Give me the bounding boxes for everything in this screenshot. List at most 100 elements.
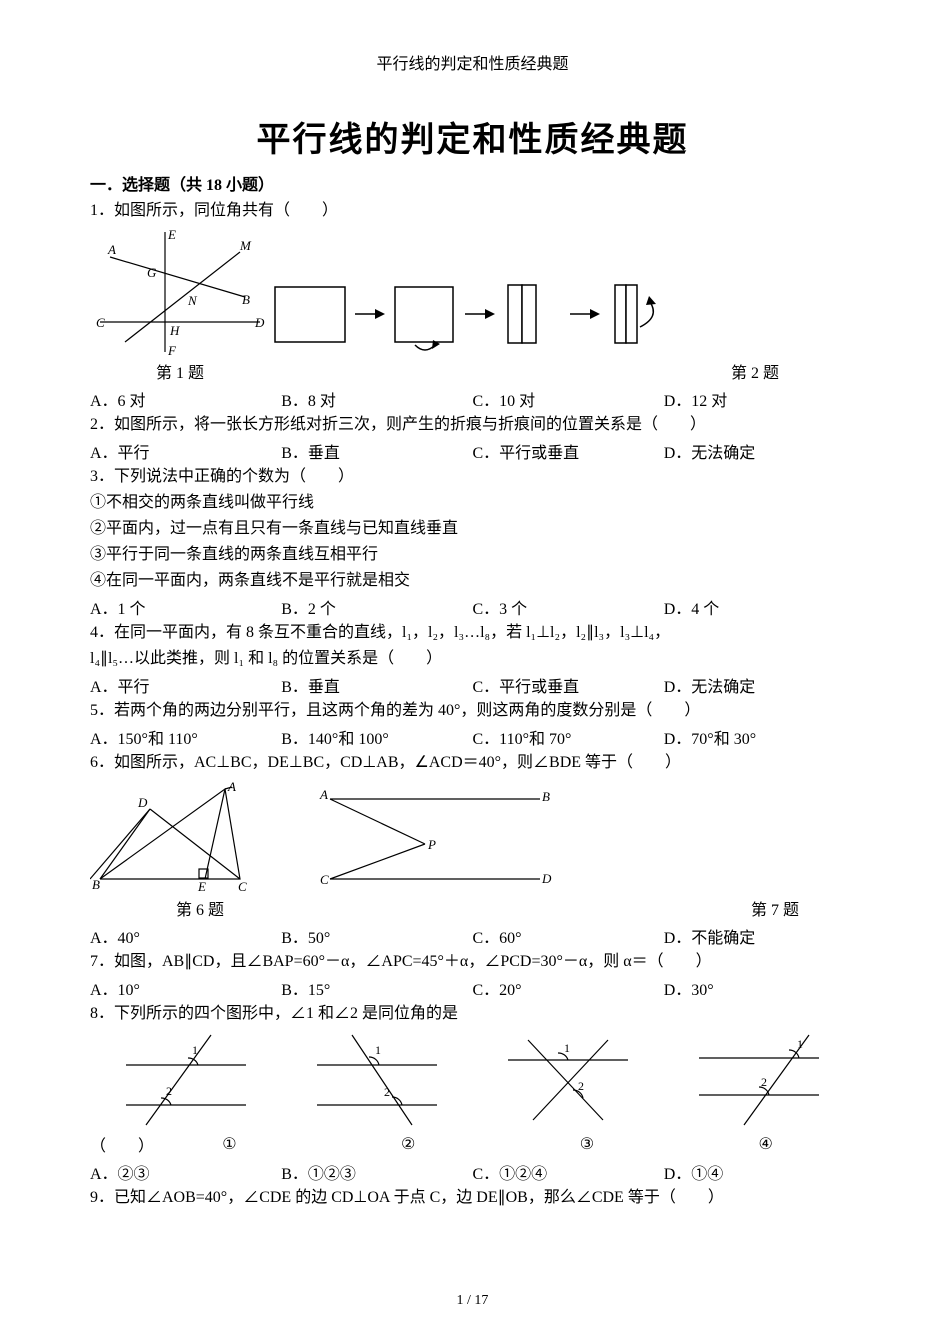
q7-B: B — [542, 789, 550, 804]
q4-B: B．垂直 — [281, 673, 472, 697]
q1-q2-captions: 第 1 题 第 2 题 — [90, 359, 855, 383]
q5-C: C．110°和 70° — [473, 725, 664, 749]
q2-D: D．无法确定 — [664, 439, 855, 463]
running-header: 平行线的判定和性质经典题 — [90, 50, 855, 74]
svg-text:2: 2 — [384, 1085, 390, 1099]
q4-A: A．平行 — [90, 673, 281, 697]
q3-B: B．2 个 — [281, 595, 472, 619]
q8-stem: 8．下列所示的四个图形中，∠1 和∠2 是同位角的是 — [90, 1002, 855, 1026]
q1-choices: A．6 对 B．8 对 C．10 对 D．12 对 — [90, 387, 855, 411]
q6-q7-figures: A D B E C A B P C D — [90, 779, 855, 894]
q5-stem: 5．若两个角的两边分别平行，且这两个角的差为 40°，则这两角的度数分别是（ ） — [90, 699, 855, 723]
main-title: 平行线的判定和性质经典题 — [90, 112, 855, 161]
q4-choices: A．平行 B．垂直 C．平行或垂直 D．无法确定 — [90, 673, 855, 697]
svg-text:2: 2 — [761, 1075, 767, 1089]
q3-s2: ②平面内，过一点有且只有一条直线与已知直线垂直 — [90, 517, 855, 541]
q8-paren: （ ） — [90, 1132, 140, 1156]
q4-D: D．无法确定 — [664, 673, 855, 697]
section-a-title: 一．选择题（共 18 小题） — [90, 171, 855, 195]
q5-choices: A．150°和 110° B．140°和 100° C．110°和 70° D．… — [90, 725, 855, 749]
q1-B: B．8 对 — [281, 387, 472, 411]
q7-D: D．30° — [664, 976, 855, 1000]
q5-B: B．140°和 100° — [281, 725, 472, 749]
q6-B: B — [92, 877, 100, 892]
svg-text:1: 1 — [192, 1043, 198, 1057]
q2-C: C．平行或垂直 — [473, 439, 664, 463]
q8-fig1: 1 2 — [116, 1030, 256, 1130]
q7-C: C — [320, 872, 329, 887]
svg-text:1: 1 — [797, 1037, 803, 1051]
svg-text:1: 1 — [564, 1041, 570, 1055]
q2-figure — [270, 277, 690, 357]
q7-A: A — [319, 787, 328, 802]
q1-stem: 1．如图所示，同位角共有（ ） — [90, 199, 855, 223]
label-M: M — [239, 238, 252, 253]
q6-caption: 第 6 题 — [90, 896, 310, 920]
q4-C: C．平行或垂直 — [473, 673, 664, 697]
label-E: E — [167, 227, 176, 242]
q8-n2: ② — [319, 1134, 498, 1154]
q8-choices: A．②③ B．①②③ C．①②④ D．①④ — [90, 1160, 855, 1184]
q3-stem: 3．下列说法中正确的个数为（ ） — [90, 465, 855, 489]
q5-D: D．70°和 30° — [664, 725, 855, 749]
q8-A: A．②③ — [90, 1160, 281, 1184]
label-N: N — [187, 293, 198, 308]
q6-B: B．50° — [281, 924, 472, 948]
label-F: F — [167, 343, 177, 357]
q7-C: C．20° — [473, 976, 664, 1000]
q1-caption: 第 1 题 — [90, 359, 270, 383]
q3-D: D．4 个 — [664, 595, 855, 619]
q8-fig3: 1 2 — [498, 1030, 638, 1130]
page-footer: 1 / 17 — [0, 1293, 945, 1309]
q6-C: C — [238, 879, 247, 894]
q1-A: A．6 对 — [90, 387, 281, 411]
q7-A: A．10° — [90, 976, 281, 1000]
label-A: A — [107, 242, 116, 257]
svg-text:2: 2 — [578, 1079, 584, 1093]
q6-C: C．60° — [473, 924, 664, 948]
q1-figure: E A M G B N C H D F — [90, 227, 270, 357]
q7-D: D — [541, 871, 552, 886]
q7-stem: 7．如图，AB∥CD，且∠BAP=60°－α，∠APC=45°＋α，∠PCD=3… — [90, 950, 855, 974]
page: 平行线的判定和性质经典题 平行线的判定和性质经典题 一．选择题（共 18 小题）… — [0, 0, 945, 1337]
q3-A: A．1 个 — [90, 595, 281, 619]
q6-E: E — [197, 879, 206, 894]
q6-A: A．40° — [90, 924, 281, 948]
q6-D: D．不能确定 — [664, 924, 855, 948]
q2-A: A．平行 — [90, 439, 281, 463]
q9-stem: 9．已知∠AOB=40°，∠CDE 的边 CD⊥OA 于点 C，边 DE∥OB，… — [90, 1186, 855, 1210]
label-B: B — [242, 292, 250, 307]
svg-text:1: 1 — [375, 1043, 381, 1057]
q7-B: B．15° — [281, 976, 472, 1000]
q6-D: D — [137, 795, 148, 810]
q2-B: B．垂直 — [281, 439, 472, 463]
q3-s1: ①不相交的两条直线叫做平行线 — [90, 491, 855, 515]
q8-numbers: （ ） ① ② ③ ④ — [90, 1132, 855, 1156]
q1-C: C．10 对 — [473, 387, 664, 411]
q3-s4: ④在同一平面内，两条直线不是平行就是相交 — [90, 569, 855, 593]
q8-fig2: 1 2 — [307, 1030, 447, 1130]
q2-stem: 2．如图所示，将一张长方形纸对折三次，则产生的折痕与折痕间的位置关系是（ ） — [90, 413, 855, 437]
q8-n3: ③ — [498, 1134, 677, 1154]
q7-choices: A．10° B．15° C．20° D．30° — [90, 976, 855, 1000]
q6-choices: A．40° B．50° C．60° D．不能确定 — [90, 924, 855, 948]
q6-q7-captions: 第 6 题 第 7 题 — [90, 896, 855, 920]
q3-s3: ③平行于同一条直线的两条直线互相平行 — [90, 543, 855, 567]
q8-n4: ④ — [676, 1134, 855, 1154]
svg-text:2: 2 — [166, 1084, 172, 1098]
q8-D: D．①④ — [664, 1160, 855, 1184]
q2-choices: A．平行 B．垂直 C．平行或垂直 D．无法确定 — [90, 439, 855, 463]
q7-P: P — [427, 837, 436, 852]
q3-choices: A．1 个 B．2 个 C．3 个 D．4 个 — [90, 595, 855, 619]
label-H: H — [169, 323, 180, 338]
q4-stem2: l₄∥l₅…以此类推，则 l₁ 和 l₈ 的位置关系是（ ） — [90, 647, 855, 671]
label-D: D — [254, 315, 265, 330]
q8-n1: ① — [140, 1134, 319, 1154]
q7-figure: A B P C D — [310, 779, 570, 894]
q8-figures: 1 2 1 2 — [90, 1030, 855, 1130]
q8-C: C．①②④ — [473, 1160, 664, 1184]
q7-caption: 第 7 题 — [695, 896, 855, 920]
q8-B: B．①②③ — [281, 1160, 472, 1184]
q8-fig4: 1 2 — [689, 1030, 829, 1130]
q4-stem1: 4．在同一平面内，有 8 条互不重合的直线，l₁，l₂，l₃…l₈，若 l₁⊥l… — [90, 621, 855, 645]
